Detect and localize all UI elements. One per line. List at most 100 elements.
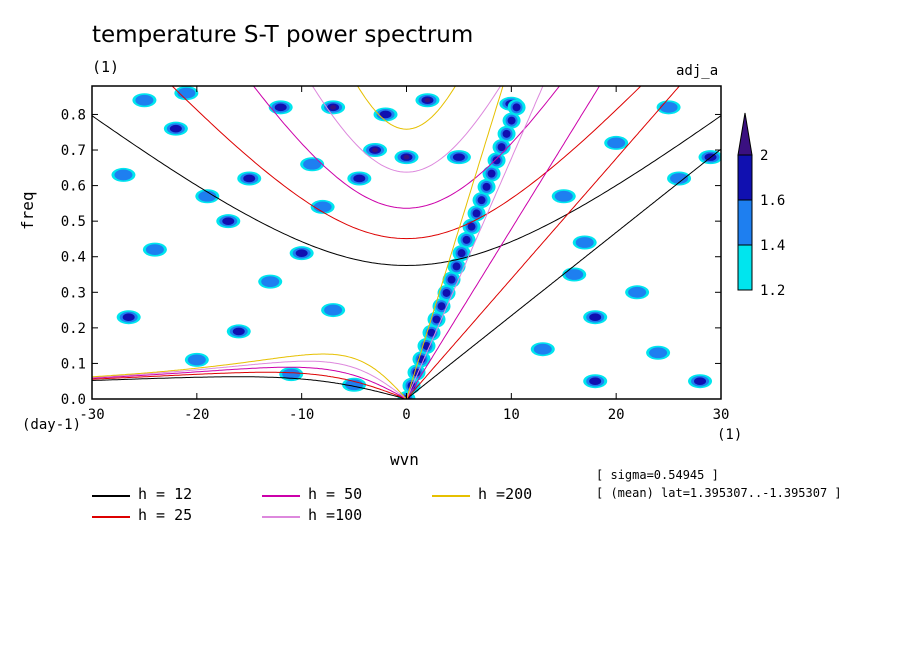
heat-contour	[353, 174, 366, 183]
heat-contour	[232, 327, 245, 336]
title-unit: (1)	[92, 58, 120, 76]
ridge-contour	[482, 182, 491, 191]
colorbar-label: 1.4	[760, 238, 785, 254]
legend-swatch	[262, 516, 300, 518]
colorbar-box	[737, 199, 753, 246]
x-tick-label: -30	[79, 407, 104, 423]
heat-contour	[222, 217, 235, 225]
x-tick-label: 10	[503, 407, 520, 423]
heat-contour	[187, 354, 206, 366]
kelvin-curve	[406, 86, 544, 399]
colorbar: 2 1.6 1.4 1.2	[737, 112, 785, 299]
colorbar-label: 1.2	[760, 283, 785, 299]
heat-contour	[303, 158, 322, 170]
kelvin-curve	[406, 86, 504, 399]
gravity-curve	[92, 115, 721, 267]
mean-lat-annotation: [ (mean) lat=1.395307..-1.395307 ]	[596, 486, 842, 500]
x-axis-unit: (1)	[717, 427, 743, 443]
gravity-curve	[357, 86, 456, 130]
y-tick-label: 0.8	[61, 107, 86, 123]
ridge-contour	[497, 143, 506, 152]
legend-swatch	[432, 495, 470, 497]
heat-contour	[114, 169, 133, 181]
ridge-contour	[507, 116, 516, 125]
y-tick-label: 0.1	[61, 356, 86, 372]
y-axis-unit: (day-1)	[22, 417, 82, 433]
heat-contour	[295, 249, 308, 257]
heat-contour	[659, 101, 678, 113]
rossby-curve	[92, 353, 407, 399]
heat-contour	[169, 124, 182, 133]
ridge-contour	[467, 222, 476, 231]
x-axis: -30 -20 -10 0 10 20 30	[79, 86, 729, 423]
ridge-contour	[437, 302, 446, 311]
y-tick-label: 0.3	[61, 285, 86, 301]
heat-contour	[372, 147, 379, 153]
heat-contour	[324, 304, 343, 316]
x-tick-label: 20	[608, 407, 625, 423]
rossby-curve	[92, 371, 407, 399]
y-axis-label: freq	[18, 191, 37, 230]
chart-title: temperature S-T power spectrum	[92, 22, 474, 48]
gravity-curve	[311, 86, 502, 173]
heat-contour	[282, 368, 301, 380]
legend-label: h = 50	[308, 485, 363, 503]
heat-contour	[243, 174, 256, 183]
legend-label: h = 12	[138, 485, 193, 503]
ridge-contour	[487, 169, 496, 178]
legend-swatch	[92, 495, 130, 497]
colorbar-arrow	[737, 112, 753, 156]
y-tick-label: 0.7	[61, 143, 86, 159]
heat-contour	[533, 343, 552, 355]
y-tick-label: 0.0	[61, 392, 86, 408]
colorbar-label: 1.6	[760, 193, 785, 209]
colorbar-box	[737, 154, 753, 201]
heat-contour	[122, 313, 135, 321]
ridge-contour	[462, 235, 471, 244]
heat-contour	[198, 190, 217, 202]
legend-swatch	[262, 495, 300, 497]
ridge-contour	[502, 129, 511, 138]
y-tick-label: 0.4	[61, 250, 86, 266]
colorbar-label: 2	[760, 148, 768, 164]
heat-contour	[403, 154, 410, 160]
heat-contour	[554, 190, 573, 202]
heat-contour	[145, 244, 164, 256]
sigma-annotation: [ sigma=0.54945 ]	[596, 468, 719, 482]
rossby-curve	[92, 366, 407, 399]
y-axis: 0.0 0.1 0.2 0.3 0.4 0.5 0.6 0.7 0.8	[61, 107, 721, 408]
heat-contour	[670, 173, 689, 184]
gravity-curve	[171, 86, 642, 240]
ridge-contour	[427, 328, 436, 337]
ridge-contour	[472, 209, 481, 218]
x-tick-label: -20	[184, 407, 209, 423]
heat-contour	[135, 94, 154, 106]
x-tick-label: -10	[289, 407, 314, 423]
legend-label: h =100	[308, 506, 363, 524]
legend-label: h = 25	[138, 506, 193, 524]
kelvin-curve	[406, 86, 681, 399]
heat-contour	[649, 347, 668, 359]
heat-contour	[424, 98, 431, 103]
ridge-contour	[512, 103, 521, 112]
ridge-contour	[457, 249, 466, 258]
legend-label: h =200	[478, 485, 533, 503]
heat-contour	[379, 110, 392, 119]
heat-contour	[565, 269, 584, 280]
rossby-curve	[92, 376, 407, 399]
heat-contour	[589, 377, 602, 386]
plot-frame	[91, 85, 722, 400]
x-tick-label: 0	[402, 407, 410, 423]
kelvin-curve	[406, 86, 601, 399]
y-tick-label: 0.2	[61, 321, 86, 337]
heat-contour	[589, 313, 602, 321]
heat-contour	[274, 103, 287, 112]
ridge-contour	[492, 156, 501, 165]
ridge-contour	[452, 262, 461, 271]
heat-contour	[313, 201, 332, 213]
dataset-label: adj_a	[676, 63, 719, 79]
rossby-curve	[92, 360, 407, 399]
ridge-contour	[477, 196, 486, 205]
colorbar-box	[737, 244, 753, 291]
